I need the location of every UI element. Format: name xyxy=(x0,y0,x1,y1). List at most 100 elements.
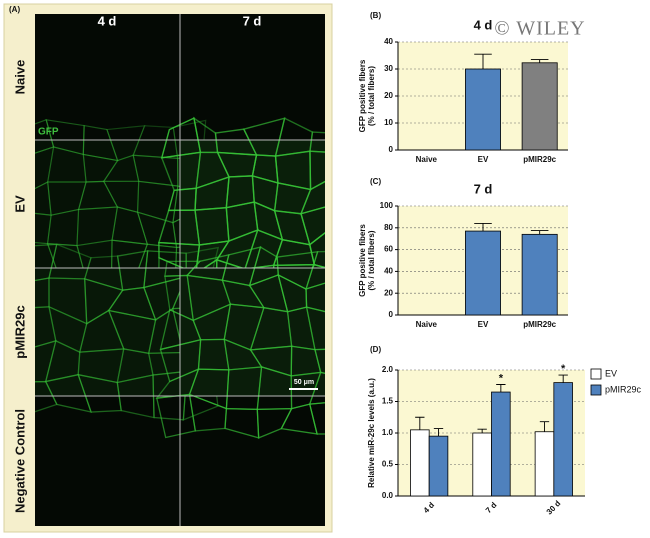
error-bar xyxy=(415,416,425,430)
fiber-outline xyxy=(132,125,179,160)
fiber-outline xyxy=(299,180,325,215)
x-tick-label: 4 d xyxy=(422,500,437,515)
bar xyxy=(465,230,501,316)
fiber-outline xyxy=(35,243,58,282)
x-tick-label: 7 d xyxy=(484,500,499,515)
row-label: pMIR29c xyxy=(12,305,27,358)
fiber-outline xyxy=(45,119,85,156)
fiber-outline xyxy=(76,206,119,247)
watermark: © WILEY xyxy=(494,18,585,40)
y-tick-label: 40 xyxy=(384,267,393,276)
fiber-outline xyxy=(305,282,325,313)
fiber-outline xyxy=(35,212,52,245)
y-tick-label: 0 xyxy=(389,310,394,319)
fiber-outline xyxy=(78,309,125,353)
fiber-outline xyxy=(330,176,364,208)
fiber-outline xyxy=(106,125,146,162)
y-axis-label: GFP positive fibers xyxy=(358,224,367,297)
panel-label: (A) xyxy=(9,5,20,14)
fiber-outline xyxy=(305,306,325,351)
error-bar xyxy=(539,421,550,432)
bar xyxy=(534,431,555,497)
x-tick-label: pMIR29c xyxy=(523,320,556,329)
x-tick-label: Naive xyxy=(416,155,438,164)
legend-swatch xyxy=(590,368,602,380)
fiber-outline xyxy=(35,277,50,309)
fiber-outline xyxy=(102,154,140,182)
bar xyxy=(491,391,511,497)
y-axis-label: GFP positive fibers xyxy=(358,59,367,132)
y-tick-label: 60 xyxy=(384,245,393,254)
y-tick-label: 20 xyxy=(384,288,393,297)
error-bar xyxy=(558,374,568,383)
y-axis-label: (% / total fibers) xyxy=(367,230,376,290)
x-tick-label: EV xyxy=(478,320,489,329)
column-label: 4 d xyxy=(98,13,117,28)
fiber-outline xyxy=(136,211,178,249)
error-bar xyxy=(477,428,487,433)
stain-label: GFP xyxy=(38,127,59,138)
panel-label: (B) xyxy=(370,11,381,20)
chart-title: 7 d xyxy=(474,181,493,196)
fiber-outline xyxy=(82,153,119,183)
y-tick-label: 2.0 xyxy=(382,365,394,374)
fiber-outline xyxy=(35,146,55,190)
row-label: EV xyxy=(12,195,27,213)
fiber-outline xyxy=(44,373,93,413)
y-tick-label: 20 xyxy=(384,91,393,100)
fiber-outline xyxy=(35,306,57,348)
fiber-outline xyxy=(309,131,325,153)
scale-bar-label: 50 μm xyxy=(294,379,314,386)
fiber-outline xyxy=(305,250,325,291)
fiber-outline xyxy=(116,374,155,419)
bar xyxy=(410,429,430,497)
fiber-outline xyxy=(48,305,88,354)
annotation: * xyxy=(561,363,566,375)
x-tick-label: EV xyxy=(478,155,489,164)
fiber-outline xyxy=(102,180,140,213)
fiber-outline xyxy=(308,231,325,269)
fiber-outline xyxy=(314,348,325,375)
x-tick-label: pMIR29c xyxy=(523,155,556,164)
bar xyxy=(521,233,558,316)
bar xyxy=(553,382,573,497)
fiber-outline xyxy=(82,124,119,162)
error-bar xyxy=(474,53,492,69)
fiber-outline xyxy=(152,370,188,421)
error-bar xyxy=(530,59,549,63)
fiber-outline xyxy=(111,206,149,245)
bar xyxy=(465,68,501,151)
y-tick-label: 0 xyxy=(389,145,394,154)
fiber-outline xyxy=(308,371,325,405)
fiber-outline xyxy=(46,208,80,247)
error-bar xyxy=(433,428,444,437)
y-tick-label: 0.0 xyxy=(382,491,394,500)
fiber-outline xyxy=(136,180,179,224)
fiber-outline xyxy=(309,150,325,191)
fiber-outline xyxy=(116,348,154,384)
chart-title: 4 d xyxy=(474,17,493,32)
row-label: Negative Control xyxy=(12,409,27,513)
panel-label: (C) xyxy=(370,177,381,186)
legend-label: pMIR29c xyxy=(605,384,642,394)
micrograph-bg xyxy=(35,268,180,396)
fiber-outline xyxy=(308,402,325,435)
y-tick-label: 80 xyxy=(384,223,393,232)
legend-label: EV xyxy=(605,368,617,378)
row-label: Naive xyxy=(12,60,27,95)
y-tick-label: 0.5 xyxy=(382,460,394,469)
bar xyxy=(428,435,449,497)
y-tick-label: 100 xyxy=(380,201,394,210)
y-axis-label: (% / total fibers) xyxy=(367,66,376,126)
y-tick-label: 10 xyxy=(384,118,393,127)
y-axis-label: Relative miR-29c levels (a.u.) xyxy=(367,378,376,488)
fiber-outline xyxy=(77,180,119,211)
fiber-outline xyxy=(77,348,125,384)
y-tick-label: 1.5 xyxy=(382,397,394,406)
error-bar xyxy=(496,384,506,393)
fiber-outline xyxy=(107,309,157,355)
column-label: 7 d xyxy=(243,13,262,28)
legend-swatch xyxy=(590,384,602,396)
fiber-outline xyxy=(35,181,52,216)
y-tick-label: 1.0 xyxy=(382,428,394,437)
